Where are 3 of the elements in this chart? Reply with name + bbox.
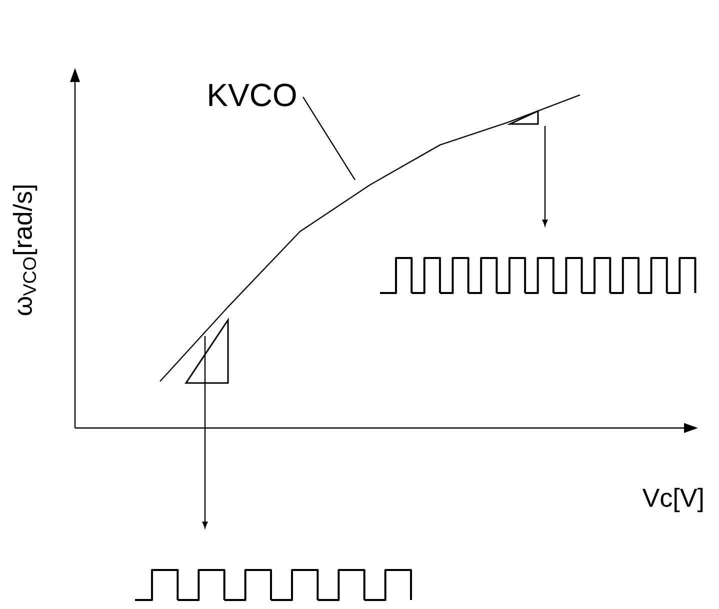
x-axis-title: Vc[V]	[642, 488, 703, 512]
y-axis-title: ω$_{VCO}$[rad/s]	[12, 186, 38, 316]
annotation: KVCO	[209, 84, 296, 106]
